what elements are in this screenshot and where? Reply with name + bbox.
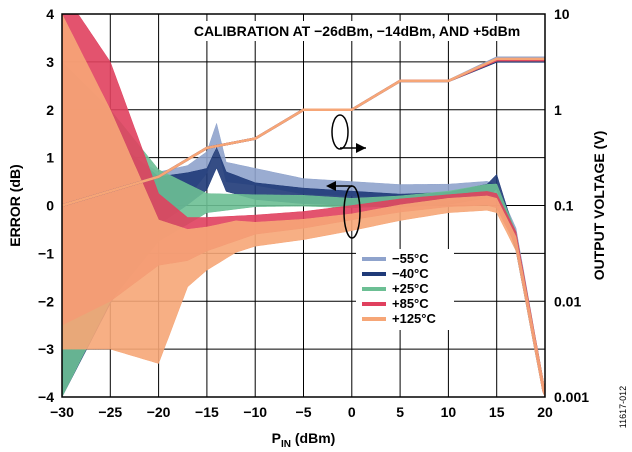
arrow-left-head — [326, 181, 336, 191]
ellipse-annotation-output — [331, 114, 349, 150]
legend-label: +85°C — [392, 296, 429, 311]
legend-label: +125°C — [392, 311, 436, 326]
x-axis-label: PIN (dBm) — [272, 430, 336, 450]
y-right-tick-label: 0.1 — [554, 198, 574, 214]
y-left-tick-label: −2 — [38, 293, 54, 309]
y-right-tick-label: 0.001 — [554, 389, 589, 405]
y-left-tick-label: 1 — [46, 150, 54, 166]
x-tick-labels: −30 −25 −20 −15 −10 −5 0 5 10 15 20 — [50, 404, 553, 420]
legend-label: +25°C — [392, 281, 429, 296]
x-tick-label: −25 — [98, 404, 122, 420]
x-tick-label: 20 — [537, 404, 553, 420]
axis-annotations — [326, 114, 366, 239]
y-left-axis-label: ERROR (dB) — [7, 164, 23, 246]
plot-frame — [61, 13, 546, 398]
title-group: CALIBRATION AT −26dBm, −14dBm, AND +5dBm — [189, 21, 525, 41]
arrow-right-head — [356, 143, 366, 153]
y-left-tick-label: 0 — [46, 198, 54, 214]
x-tick-label: 5 — [396, 404, 404, 420]
output-voltage-line — [61, 57, 545, 207]
x-tick-label: −20 — [147, 404, 171, 420]
y-left-tick-labels: 4 3 2 1 0 −1 −2 −3 −4 — [38, 6, 54, 405]
legend: −55°C−40°C+25°C+85°C+125°C — [356, 249, 454, 330]
y-right-tick-labels: 10 1 0.1 0.01 0.001 — [554, 6, 589, 405]
y-right-tick-label: 10 — [554, 6, 570, 22]
title-background — [189, 21, 525, 41]
x-tick-label: 0 — [348, 404, 356, 420]
x-axis-label-subscript: IN — [281, 439, 291, 450]
output-voltage-lines — [61, 56, 545, 207]
x-tick-label: −15 — [195, 404, 219, 420]
x-axis-label-unit: (dBm) — [291, 430, 335, 446]
x-axis-label-main: P — [272, 430, 281, 446]
y-right-tick-label: 1 — [554, 102, 562, 118]
x-tick-label: −30 — [50, 404, 74, 420]
figure-id: 11617-012 — [618, 386, 628, 428]
y-left-tick-label: 4 — [46, 6, 54, 22]
x-tick-label: 10 — [441, 404, 457, 420]
x-tick-label: −5 — [296, 404, 312, 420]
y-left-tick-label: 3 — [46, 54, 54, 70]
x-tick-label: −10 — [243, 404, 267, 420]
y-left-tick-label: 2 — [46, 102, 54, 118]
y-right-tick-label: 0.01 — [554, 293, 581, 309]
x-tick-label: 15 — [489, 404, 505, 420]
y-left-tick-label: −4 — [38, 389, 54, 405]
legend-label: −55°C — [392, 251, 429, 266]
y-right-axis-label: OUTPUT VOLTAGE (V) — [591, 131, 607, 281]
chart-title: CALIBRATION AT −26dBm, −14dBm, AND +5dBm — [194, 23, 520, 39]
y-left-tick-label: −3 — [38, 341, 54, 357]
y-left-tick-label: −1 — [38, 245, 54, 261]
legend-label: −40°C — [392, 266, 429, 281]
